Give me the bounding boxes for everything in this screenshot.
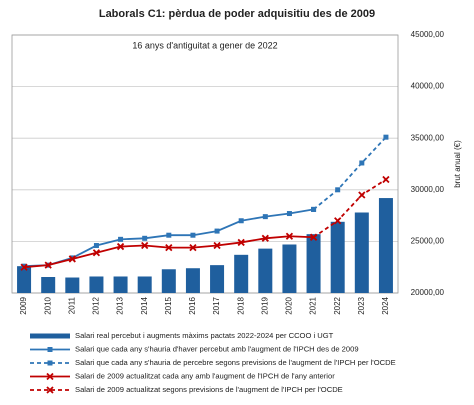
legend-label: Salari de 2009 actualitzat segons previs…: [75, 385, 343, 394]
marker: [165, 243, 173, 252]
x-tick-label: 2023: [357, 296, 366, 314]
marker: [68, 255, 76, 263]
y-tick-label: 25000,00: [411, 237, 445, 246]
x-tick-label: 2013: [116, 296, 125, 314]
marker: [166, 232, 172, 238]
marker: [190, 232, 196, 238]
marker: [118, 236, 124, 242]
x-tick-label: 2020: [285, 296, 294, 314]
bar: [330, 221, 345, 293]
bar: [378, 198, 393, 293]
bar: [17, 266, 32, 293]
bar: [161, 269, 176, 293]
x-tick-label: 2012: [92, 296, 101, 314]
bar: [210, 265, 225, 293]
marker: [286, 211, 292, 217]
x-tick-label: 2024: [381, 296, 390, 314]
y-tick-label: 45000,00: [411, 30, 445, 39]
marker: [141, 241, 149, 250]
legend-label: Salari de 2009 actualitzat cada any amb …: [75, 372, 335, 381]
bar: [258, 248, 273, 293]
marker: [20, 263, 28, 271]
chart-title: Laborals C1: pèrdua de poder adquisitiu …: [99, 8, 375, 20]
x-tick-label: 2016: [188, 296, 197, 314]
marker: [358, 191, 366, 199]
legend-marker: [46, 386, 54, 394]
y-tick-label: 30000,00: [411, 185, 445, 194]
bar: [354, 212, 369, 293]
legend-label: Salari que cada any s'hauria de percebre…: [75, 358, 396, 367]
marker: [359, 160, 365, 166]
bar: [282, 244, 297, 293]
bar: [306, 234, 321, 293]
marker: [261, 234, 269, 242]
bar: [185, 268, 200, 293]
legend-marker: [47, 347, 53, 352]
bar: [137, 276, 152, 293]
legend-label: Salari real percebut i augments màxims p…: [75, 331, 334, 340]
marker: [116, 242, 125, 251]
x-tick-label: 2015: [164, 296, 173, 314]
x-tick-label: 2018: [236, 296, 245, 314]
marker: [335, 187, 341, 193]
marker: [262, 214, 268, 220]
x-tick-label: 2011: [67, 296, 76, 314]
marker: [213, 241, 221, 250]
bar: [89, 276, 104, 293]
marker: [44, 261, 52, 269]
y-tick-label: 20000,00: [411, 288, 445, 297]
marker: [309, 233, 318, 241]
x-tick-label: 2009: [19, 296, 28, 314]
x-tick-label: 2021: [309, 296, 318, 314]
x-tick-label: 2019: [260, 296, 269, 314]
marker: [237, 238, 245, 247]
marker: [238, 218, 244, 224]
bar: [113, 276, 128, 293]
legend-label: Salari que cada any s'hauria d'haver per…: [75, 345, 359, 354]
x-tick-label: 2014: [140, 296, 149, 314]
marker: [142, 235, 148, 241]
chart-subtitle: 16 anys d'antiguitat a gener de 2022: [132, 40, 277, 50]
marker: [311, 206, 317, 212]
x-tick-label: 2017: [212, 296, 221, 314]
y-tick-label: 40000,00: [411, 82, 445, 91]
legend-marker: [46, 372, 54, 381]
line: [313, 178, 387, 239]
bar: [65, 277, 80, 293]
marker: [93, 243, 99, 249]
line: [312, 136, 387, 211]
x-tick-label: 2022: [333, 296, 342, 314]
marker: [383, 134, 389, 140]
marker: [285, 232, 294, 240]
plot-border: [11, 34, 399, 294]
y-axis-title: brut anual (€): [453, 140, 462, 188]
legend-swatch: [30, 333, 70, 339]
y-tick-label: 35000,00: [411, 133, 445, 142]
legend-marker: [47, 360, 53, 366]
marker: [334, 217, 342, 225]
marker: [382, 175, 390, 184]
x-tick-label: 2010: [43, 296, 52, 314]
bar: [234, 254, 249, 293]
marker: [189, 243, 197, 252]
marker: [92, 249, 101, 257]
marker: [214, 228, 220, 234]
bar: [41, 277, 56, 293]
